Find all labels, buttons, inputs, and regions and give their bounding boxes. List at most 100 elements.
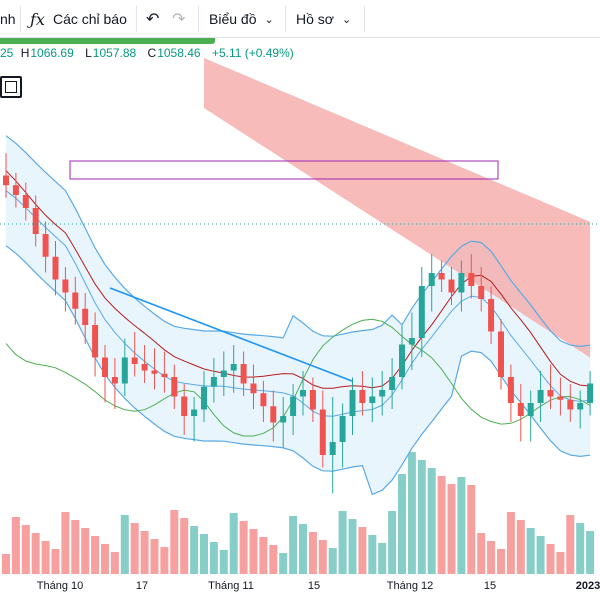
- candle-body: [498, 331, 504, 377]
- ohlc-legend: 25 H1066.69 L1057.88 C1058.46 +5.11 (+0.…: [0, 46, 298, 62]
- drawings: [0, 160, 600, 382]
- redo-button[interactable]: ↷: [172, 0, 185, 38]
- candle-body: [448, 279, 455, 293]
- volume-bar: [368, 535, 377, 574]
- volume-bar: [576, 523, 585, 574]
- toolbar-divider: [364, 6, 365, 32]
- toolbar-divider: [285, 6, 286, 32]
- volume-bar: [328, 548, 337, 574]
- volume-bar: [239, 521, 248, 574]
- candle-body: [557, 396, 564, 400]
- candle-body: [210, 377, 217, 387]
- undo-button[interactable]: ↶: [146, 0, 159, 38]
- candle-body: [319, 409, 326, 455]
- xaxis-label: Tháng 12: [386, 580, 434, 592]
- volume-bar: [101, 544, 109, 574]
- candle-body: [240, 364, 247, 384]
- candle-body: [339, 416, 346, 442]
- kumo-area: [204, 58, 591, 358]
- toolbar-divider: [198, 6, 199, 32]
- candle-body: [270, 406, 277, 423]
- candle-body: [587, 383, 594, 403]
- profile-menu-label: Hồ sơ: [296, 11, 334, 27]
- volume-bar: [130, 523, 139, 574]
- xaxis-label: 15: [483, 580, 497, 592]
- candle-body: [369, 396, 376, 403]
- candle-body: [290, 396, 297, 416]
- rectangle-drawing: [69, 160, 499, 180]
- volume-bar: [81, 528, 90, 574]
- legend-close-key: C: [147, 46, 157, 60]
- candlesticks: [3, 153, 594, 494]
- volume-bar: [338, 511, 347, 574]
- candle-body: [3, 175, 9, 186]
- volume-bar: [190, 526, 199, 574]
- volume-bar: [398, 474, 406, 574]
- select-tool-icon[interactable]: [0, 76, 22, 98]
- volume-bar: [209, 542, 218, 574]
- candle-body: [92, 325, 99, 358]
- candle-body: [131, 357, 138, 364]
- indicators-label: Các chỉ báo: [52, 11, 127, 27]
- candle-body: [280, 416, 287, 423]
- candle-body: [52, 256, 59, 280]
- trend-line: [109, 287, 353, 382]
- volume-bars: [2, 452, 595, 574]
- volume-bar: [477, 533, 486, 574]
- legend-high-key: H: [20, 46, 30, 60]
- volume-bar: [21, 525, 30, 574]
- tenkan-line: [5, 170, 591, 389]
- redo-icon: ↷: [172, 11, 186, 28]
- profile-menu-button[interactable]: Hồ sơ ⌄: [296, 0, 351, 38]
- function-icon: ƒx: [30, 9, 45, 29]
- undo-icon: ↶: [146, 11, 160, 28]
- volume-bar: [269, 545, 278, 574]
- volume-bar: [31, 533, 40, 574]
- volume-bar: [526, 528, 535, 574]
- volume-bar: [180, 518, 189, 574]
- candle-body: [161, 373, 168, 377]
- candle-body: [32, 208, 39, 234]
- legend-low-key: L: [85, 46, 92, 60]
- volume-bar: [516, 520, 525, 574]
- candle-body: [329, 442, 336, 455]
- volume-bar: [61, 512, 70, 574]
- volume-bar: [586, 531, 595, 574]
- candle-body: [349, 390, 356, 416]
- chikou-line: [5, 318, 591, 437]
- time-axis[interactable]: Tháng 10 17 Tháng 11 15 Tháng 12 15 2023: [0, 574, 600, 600]
- candle-body: [42, 234, 49, 257]
- volume-bar: [229, 513, 238, 574]
- chevron-down-icon: ⌄: [341, 13, 352, 26]
- candle-body: [12, 185, 19, 195]
- candle-body: [260, 393, 267, 407]
- candle-body: [507, 377, 514, 403]
- candle-body: [191, 409, 198, 416]
- volume-bar: [259, 537, 268, 574]
- candle-body: [201, 386, 207, 410]
- candle-body: [478, 286, 485, 299]
- volume-bar: [378, 543, 387, 574]
- volume-bar: [546, 544, 555, 574]
- candle-body: [250, 383, 257, 394]
- volume-bar: [417, 460, 426, 574]
- price-chart[interactable]: [0, 38, 600, 574]
- volume-bar: [140, 531, 149, 574]
- indicators-button[interactable]: ƒx Các chỉ báo: [30, 0, 127, 38]
- volume-bar: [358, 527, 367, 574]
- candle-body: [181, 396, 188, 416]
- ichimoku-cloud: [204, 58, 591, 358]
- chart-menu-button[interactable]: Biểu đồ ⌄: [209, 0, 274, 38]
- volume-bar: [506, 512, 515, 574]
- candle-body: [547, 390, 554, 397]
- candle-body: [230, 364, 237, 371]
- volume-bar: [467, 485, 476, 574]
- toolbar-divider: [136, 6, 137, 32]
- toolbar-divider: [20, 6, 21, 32]
- xaxis-label: 15: [307, 580, 321, 592]
- volume-bar: [110, 552, 119, 574]
- chevron-down-icon: ⌄: [264, 13, 274, 26]
- interval-button[interactable]: nh: [0, 0, 16, 38]
- candle-body: [468, 273, 475, 286]
- volume-bar: [299, 524, 307, 574]
